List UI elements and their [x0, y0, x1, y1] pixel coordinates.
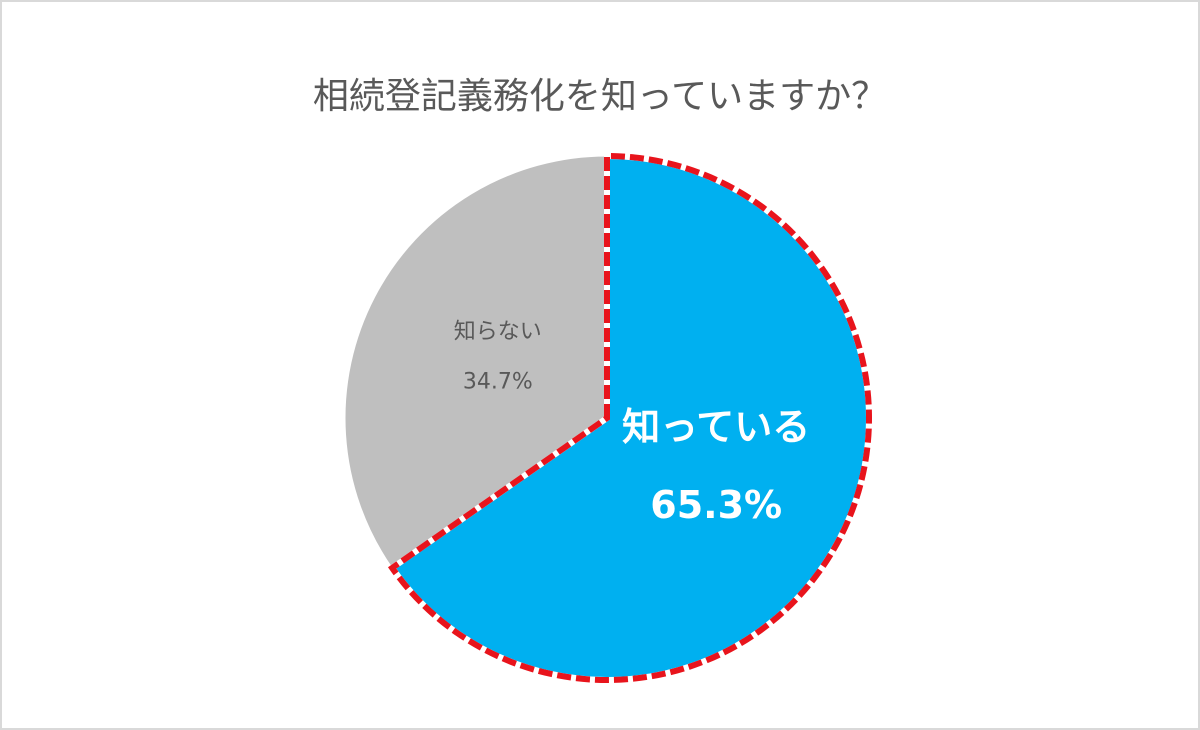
- slice-label: 知っている: [622, 405, 810, 449]
- slice-label: 知らない: [454, 319, 542, 344]
- slice-highlight: [387, 152, 872, 683]
- slice-value-label: 34.7%: [463, 369, 533, 394]
- chart-title: 相続登記義務化を知っていますか？: [313, 76, 887, 117]
- pie-slice: [344, 155, 608, 569]
- slice-value-label: 65.3%: [650, 483, 782, 527]
